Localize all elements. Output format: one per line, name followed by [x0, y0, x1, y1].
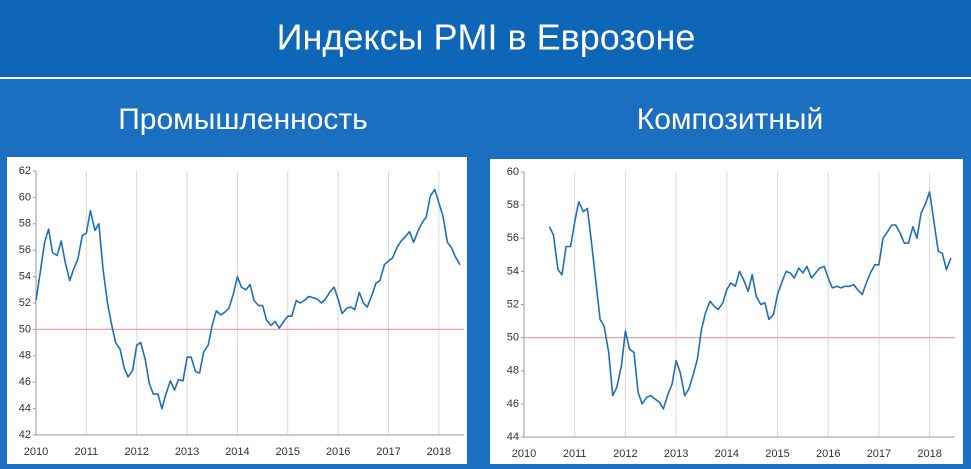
- x-tick-label: 2013: [664, 448, 688, 460]
- x-tick-label: 2015: [276, 446, 300, 458]
- y-tick-label: 50: [19, 323, 31, 335]
- y-tick-label: 58: [19, 218, 31, 230]
- y-tick-label: 42: [19, 429, 31, 441]
- y-tick-label: 52: [19, 297, 31, 309]
- x-tick-label: 2012: [613, 448, 637, 460]
- y-tick-label: 46: [507, 398, 519, 410]
- y-tick-label: 50: [507, 332, 519, 344]
- x-tick-label: 2016: [816, 448, 840, 460]
- chart-subtitle: Промышленность: [118, 103, 368, 136]
- y-tick-label: 60: [19, 191, 31, 203]
- y-tick-label: 56: [507, 232, 519, 244]
- x-tick-label: 2016: [326, 446, 350, 458]
- y-tick-label: 52: [507, 298, 519, 310]
- data-line: [35, 188, 461, 410]
- y-tick-label: 54: [19, 271, 31, 283]
- y-tick-label: 48: [19, 350, 31, 362]
- y-tick-label: 44: [507, 431, 519, 443]
- x-tick-label: 2010: [512, 448, 536, 460]
- y-tick-label: 48: [507, 365, 519, 377]
- x-tick-label: 2018: [427, 446, 451, 458]
- chart-subtitle: Композитный: [637, 103, 824, 136]
- title-bar: [0, 0, 971, 77]
- x-tick-label: 2015: [765, 448, 789, 460]
- y-tick-label: 58: [507, 199, 519, 211]
- y-tick-label: 44: [19, 403, 31, 415]
- x-tick-label: 2017: [376, 446, 400, 458]
- x-tick-label: 2011: [563, 448, 587, 460]
- x-tick-label: 2013: [175, 446, 199, 458]
- x-tick-label: 2014: [225, 446, 249, 458]
- x-tick-label: 2018: [917, 448, 941, 460]
- y-tick-label: 46: [19, 376, 31, 388]
- y-tick-label: 60: [507, 166, 519, 178]
- y-tick-label: 56: [19, 244, 31, 256]
- data-line: [548, 191, 952, 410]
- x-tick-label: 2012: [124, 446, 148, 458]
- y-tick-label: 62: [19, 165, 31, 177]
- x-tick-label: 2014: [715, 448, 739, 460]
- x-tick-label: 2010: [24, 446, 48, 458]
- page-title: Индексы PMI в Еврозоне: [277, 17, 696, 58]
- x-tick-label: 2017: [867, 448, 891, 460]
- x-tick-label: 2011: [75, 446, 99, 458]
- y-tick-label: 54: [507, 265, 519, 277]
